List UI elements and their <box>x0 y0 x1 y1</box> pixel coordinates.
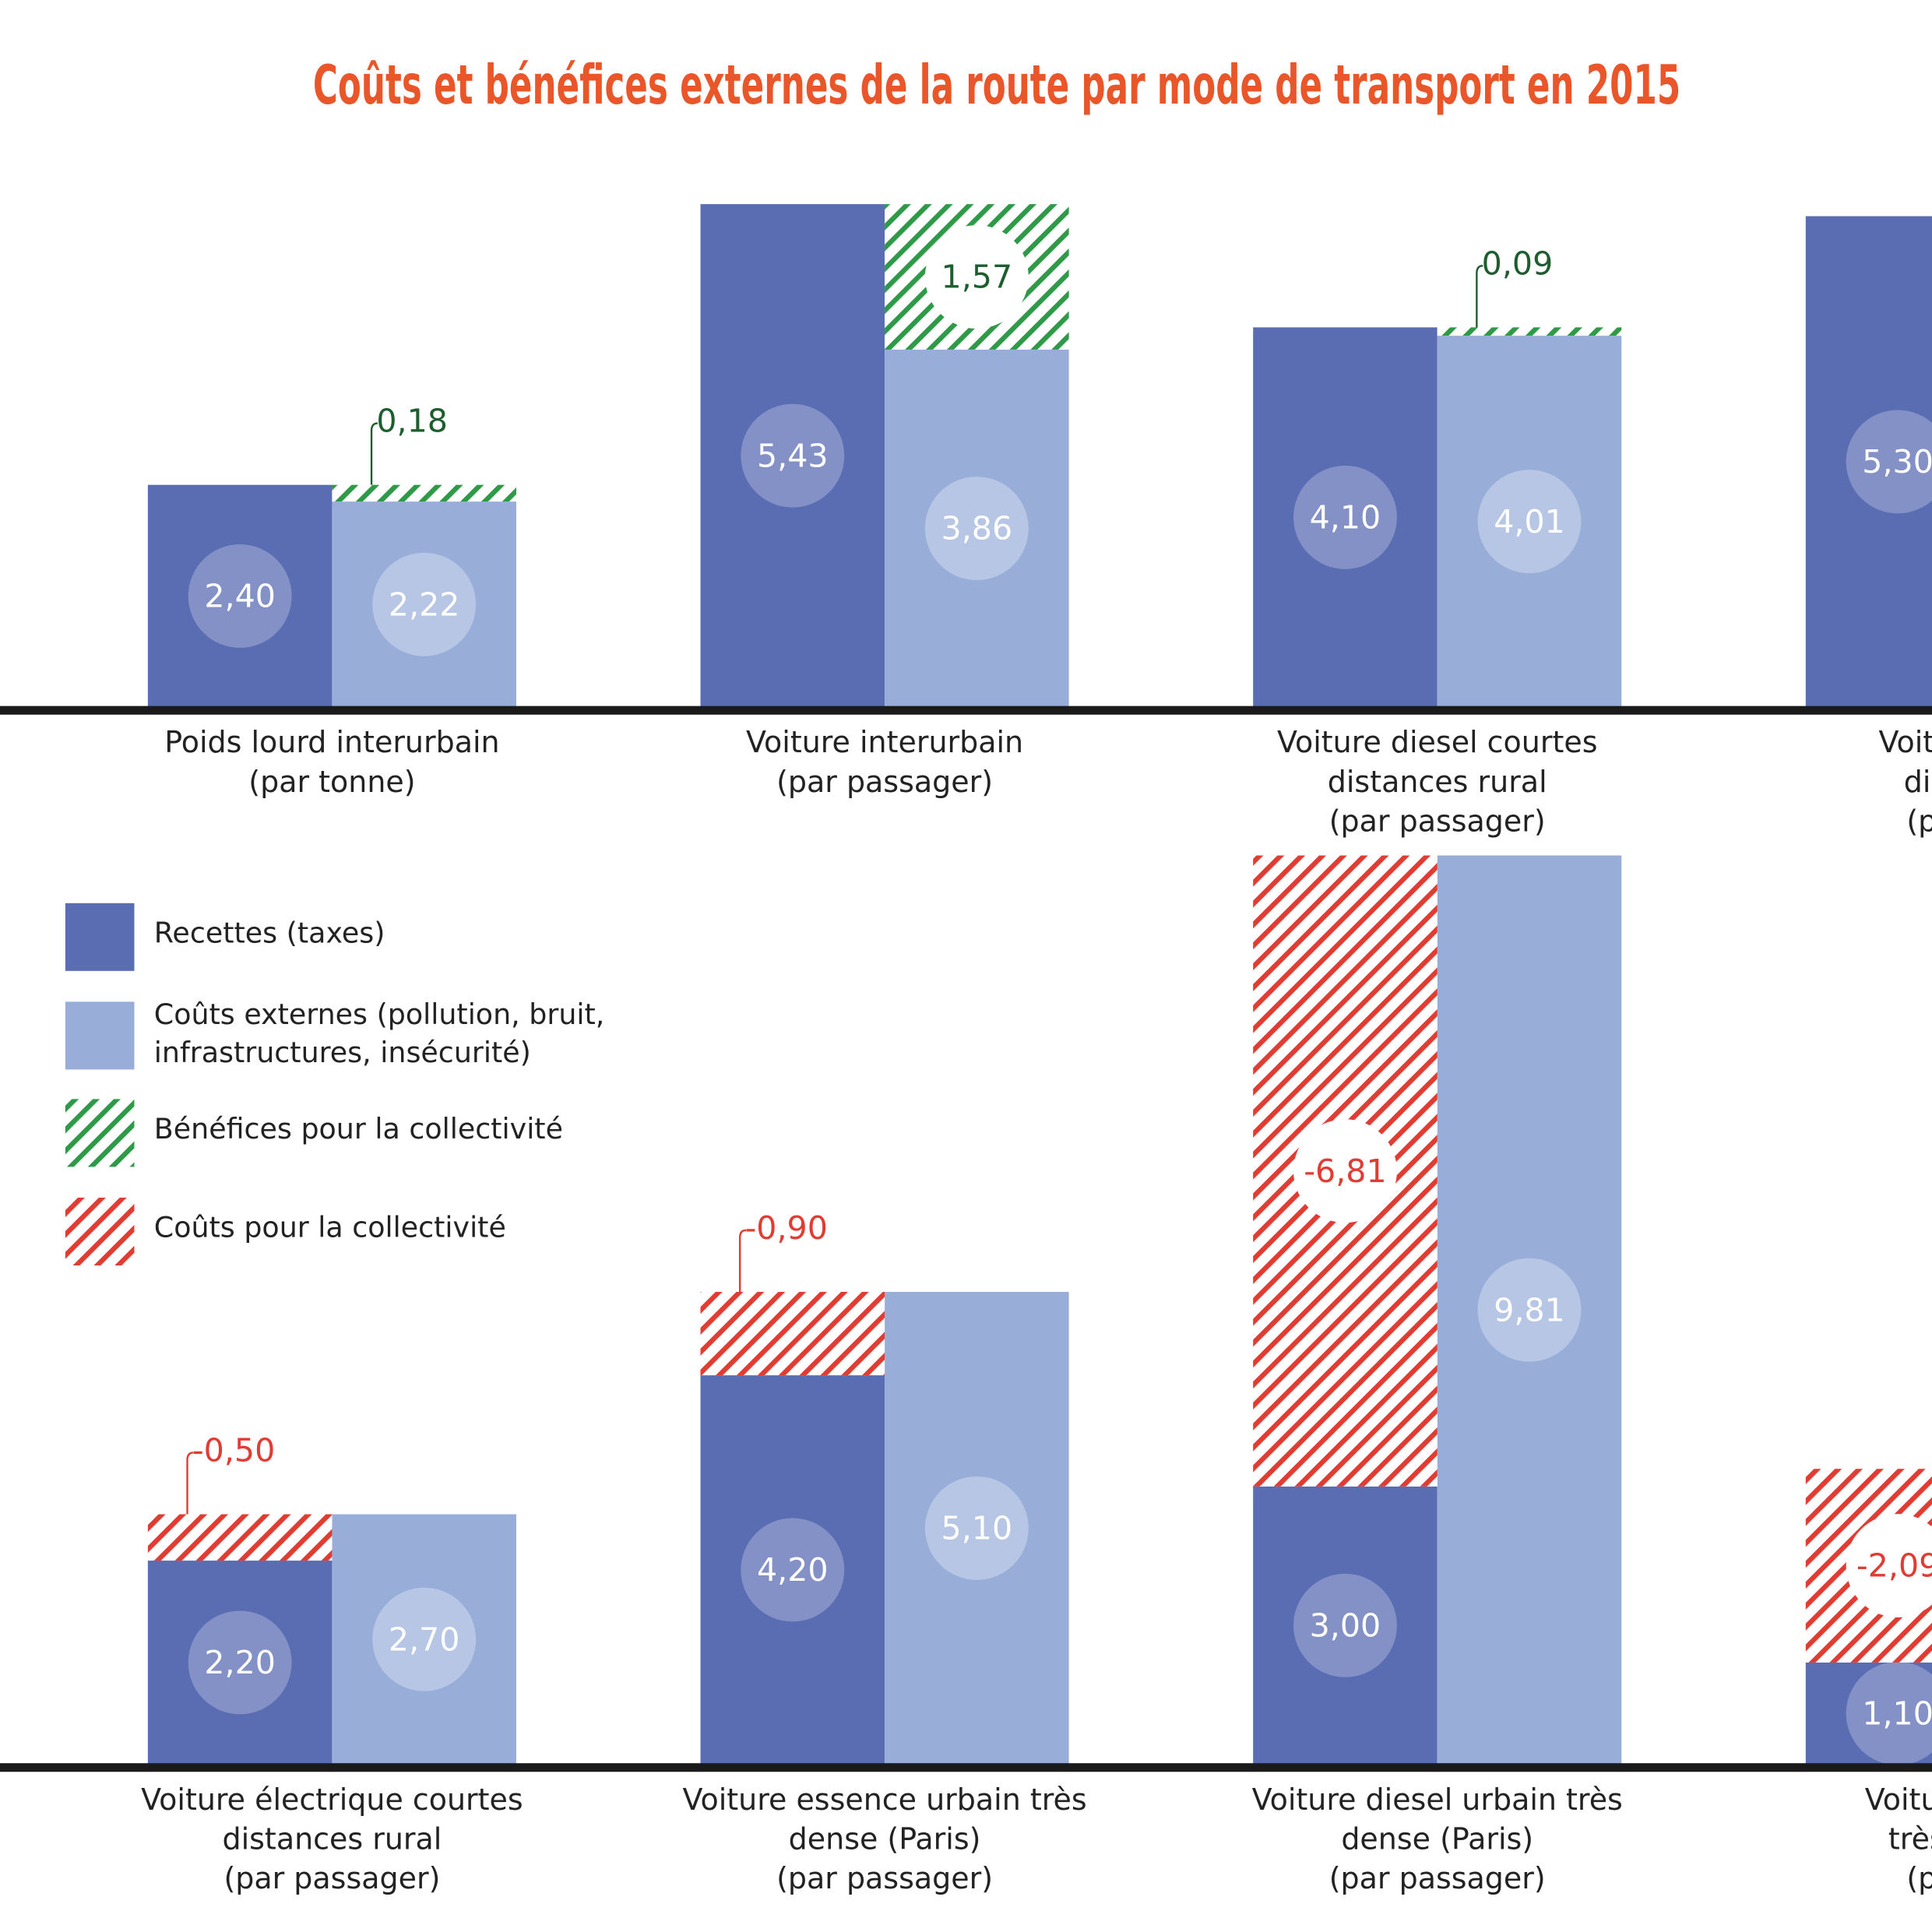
value-bubble <box>372 552 477 656</box>
legend-entry: Bénéfices pour la collectivité <box>153 1114 563 1146</box>
x-tick-label: (pa <box>1906 804 1932 838</box>
bar <box>1437 336 1622 708</box>
value-label: 2,70 <box>389 1621 460 1658</box>
value-bubble <box>924 1476 1029 1580</box>
value-label: -2,09 <box>1856 1547 1932 1585</box>
value-label: 1,57 <box>941 259 1013 296</box>
bar <box>147 1561 333 1765</box>
value-bubble <box>1293 1119 1397 1223</box>
x-tick-label: (par passager) <box>1329 804 1546 838</box>
value-label: 4,20 <box>757 1551 829 1589</box>
legend-label: Recettes (taxes) <box>153 917 385 950</box>
value-bubble <box>188 544 292 648</box>
bar <box>1253 1486 1438 1765</box>
bar <box>700 204 885 708</box>
value-bubble <box>1477 470 1582 574</box>
x-tick-label: (pa <box>1906 1861 1932 1895</box>
value-label: 5,43 <box>757 437 829 474</box>
value-label: 2,40 <box>204 578 276 615</box>
legend-entry: Coûts externes (pollution, bruit, infras… <box>153 999 605 1070</box>
legend-swatch <box>65 1099 135 1167</box>
x-tick-label: Voiture diesel urbain très <box>1252 1782 1623 1817</box>
value-bubble <box>1846 410 1932 514</box>
chart-title: Coûts et bénéfices externes de la route … <box>313 54 1680 117</box>
bar <box>885 349 1069 708</box>
value-bubble <box>1293 1573 1397 1677</box>
value-label: 1,10 <box>1862 1695 1932 1733</box>
value-label: 2,22 <box>389 586 460 623</box>
value-label: 5,30 <box>1862 443 1932 480</box>
value-bubble <box>924 225 1029 329</box>
value-bubble <box>924 477 1029 581</box>
x-tick-label: dense (Paris) <box>789 1821 981 1856</box>
value-bubble <box>741 1518 845 1622</box>
x-tick-label: (par tonne) <box>248 765 415 799</box>
x-tick-label: Voiture diesel courtes <box>1277 725 1598 759</box>
value-label: 9,81 <box>1494 1291 1565 1328</box>
x-tick-label: Voiture <box>1878 725 1932 759</box>
value-label: -6,81 <box>1304 1153 1386 1190</box>
bar <box>332 1514 516 1765</box>
value-bubble <box>1293 465 1397 569</box>
value-label: 4,10 <box>1310 498 1381 536</box>
value-label: 4,01 <box>1494 503 1565 540</box>
bar <box>147 484 333 708</box>
value-label: -0,90 <box>744 1209 827 1247</box>
leader-line <box>370 422 378 485</box>
bar <box>1805 216 1932 708</box>
x-tick-label: très d <box>1888 1821 1932 1856</box>
leader-line <box>186 1452 194 1515</box>
x-tick-label: (par passager) <box>776 1861 993 1895</box>
stacked-segment <box>147 1514 333 1561</box>
x-tick-label: dense (Paris) <box>1341 1821 1533 1856</box>
stacked-segment <box>700 1291 885 1376</box>
legend-swatch <box>65 1197 135 1265</box>
legend-label: Bénéfices pour la collectivité <box>153 1114 563 1146</box>
bar <box>885 1291 1069 1765</box>
value-label: 3,86 <box>941 510 1013 547</box>
value-label: 2,20 <box>204 1644 276 1681</box>
bar <box>1437 855 1622 1765</box>
value-bubble <box>1477 1258 1582 1362</box>
legend-swatch <box>65 903 135 971</box>
leader-line <box>738 1229 747 1292</box>
value-bubble <box>372 1587 477 1691</box>
x-tick-label: distances rural <box>223 1821 442 1856</box>
x-tick-label: Poids lourd interurbain <box>164 725 499 759</box>
value-bubble <box>1846 1661 1932 1765</box>
value-label: -0,50 <box>192 1431 275 1469</box>
bar <box>1805 1662 1932 1765</box>
value-label: 0,09 <box>1482 245 1554 282</box>
bar <box>700 1375 885 1765</box>
x-tick-label: (par passager) <box>1329 1861 1546 1895</box>
bar <box>332 501 516 708</box>
x-tick-label: (par passager) <box>223 1861 440 1895</box>
x-tick-label: Voiture essence urbain très <box>682 1782 1086 1817</box>
stacked-segment <box>332 484 516 502</box>
stacked-segment <box>1437 327 1622 336</box>
value-bubble <box>1846 1514 1932 1618</box>
legend-label: Coûts pour la collectivité <box>153 1212 506 1245</box>
legend-swatch <box>65 1001 135 1070</box>
legend-entry: Recettes (taxes) <box>153 917 385 950</box>
x-tick-label: Voiture électrique courtes <box>141 1782 523 1817</box>
x-tick-label: (par passager) <box>776 765 993 799</box>
value-label: 0,18 <box>376 403 448 440</box>
value-bubble <box>188 1610 292 1715</box>
value-label: 5,10 <box>941 1510 1013 1547</box>
baseline <box>0 706 1932 715</box>
x-tick-label: dist <box>1904 765 1932 799</box>
x-tick-label: Voiture é <box>1865 1782 1932 1817</box>
legend-label: Coûts externes (pollution, bruit, infras… <box>153 999 605 1070</box>
legend-entry: Coûts pour la collectivité <box>153 1212 506 1245</box>
bar <box>1253 327 1438 708</box>
value-bubble <box>741 403 845 508</box>
leader-line <box>1476 265 1483 328</box>
x-tick-label: Voiture interurbain <box>746 725 1023 759</box>
x-tick-label: distances rural <box>1328 765 1547 799</box>
baseline <box>0 1763 1932 1772</box>
value-label: 3,00 <box>1310 1606 1381 1644</box>
